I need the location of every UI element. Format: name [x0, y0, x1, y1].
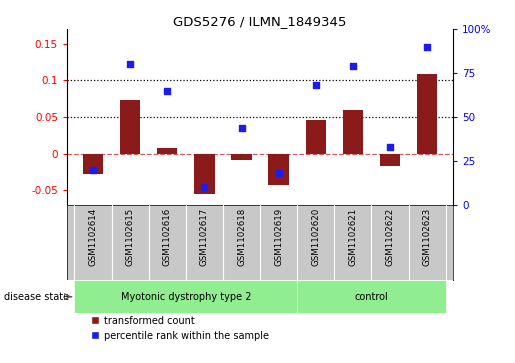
Bar: [194, 154, 215, 194]
Point: [274, 170, 283, 176]
Text: GSM1102622: GSM1102622: [386, 208, 394, 266]
Text: GSM1102621: GSM1102621: [349, 208, 357, 266]
Bar: [74, 280, 297, 313]
Text: GSM1102623: GSM1102623: [423, 208, 432, 266]
Text: GSM1102615: GSM1102615: [126, 208, 134, 266]
Legend: transformed count, percentile rank within the sample: transformed count, percentile rank withi…: [91, 316, 269, 340]
Text: disease state: disease state: [4, 292, 69, 302]
Point: [163, 88, 171, 94]
Bar: [231, 154, 252, 159]
Point: [386, 144, 394, 150]
Point: [237, 125, 246, 130]
Text: GSM1102616: GSM1102616: [163, 208, 171, 266]
Text: Myotonic dystrophy type 2: Myotonic dystrophy type 2: [121, 292, 251, 302]
Point: [312, 82, 320, 88]
Bar: [342, 110, 363, 154]
Point: [423, 44, 432, 49]
Text: GSM1102614: GSM1102614: [89, 208, 97, 266]
Text: GSM1102617: GSM1102617: [200, 208, 209, 266]
Bar: [120, 100, 140, 154]
Title: GDS5276 / ILMN_1849345: GDS5276 / ILMN_1849345: [174, 15, 347, 28]
Bar: [417, 74, 437, 154]
Point: [89, 167, 97, 173]
Point: [349, 63, 357, 69]
Text: GSM1102618: GSM1102618: [237, 208, 246, 266]
Text: GSM1102619: GSM1102619: [274, 208, 283, 266]
Bar: [83, 154, 103, 174]
Text: GSM1102620: GSM1102620: [311, 208, 320, 266]
Bar: [268, 154, 289, 185]
Bar: [297, 280, 446, 313]
Bar: [305, 120, 326, 154]
Point: [200, 184, 209, 190]
Bar: [157, 148, 178, 154]
Text: control: control: [355, 292, 388, 302]
Point: [126, 61, 134, 67]
Bar: [380, 154, 400, 166]
